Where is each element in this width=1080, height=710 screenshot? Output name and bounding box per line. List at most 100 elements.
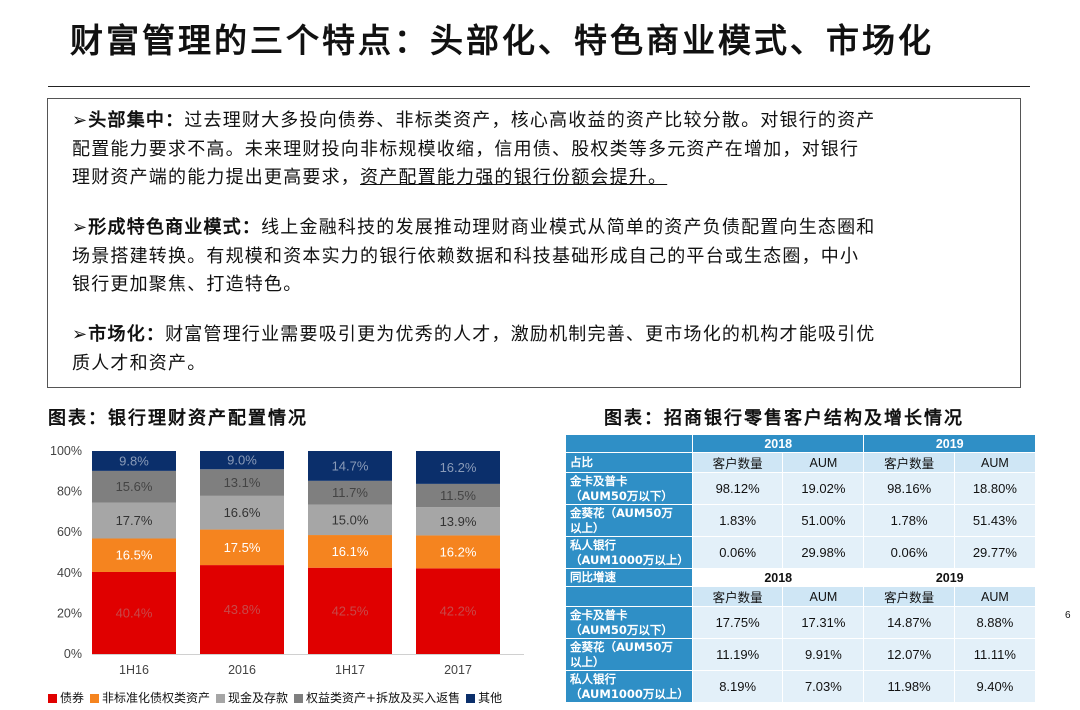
y-tick-label: 60% bbox=[57, 525, 82, 539]
bar-segment bbox=[200, 495, 284, 530]
legend-label: 非标准化债权类资产 bbox=[102, 691, 211, 705]
data-label: 11.7% bbox=[332, 485, 368, 500]
legend-swatch bbox=[48, 694, 57, 703]
data-label: 43.8% bbox=[224, 602, 261, 617]
x-tick-label: 2016 bbox=[228, 663, 256, 677]
point-text: 配置能力要求不高。未来理财投向非标规模收缩，信用债、股权类等多元资产在增加，对银… bbox=[72, 138, 860, 160]
cell: 1.78% bbox=[863, 504, 955, 537]
row-label: 金葵花（AUM50万 以上） bbox=[565, 504, 693, 537]
page-title: 财富管理的三个特点：头部化、特色商业模式、市场化 bbox=[70, 21, 934, 60]
col-header: AUM bbox=[953, 452, 1037, 473]
year-header: 2019 bbox=[863, 568, 1036, 587]
point-text: 银行更加聚焦、打造特色。 bbox=[72, 274, 303, 295]
legend-swatch bbox=[294, 694, 304, 703]
data-label: 13.1% bbox=[224, 475, 261, 490]
summary-box: ➢头部集中：过去理财大多投向债券、非标类资产，核心高收益的资产比较分散。对银行的… bbox=[47, 98, 1021, 388]
bar-segment bbox=[308, 567, 392, 654]
point-marketization: ➢市场化：财富管理行业需要吸引更为优秀的人才，激励机制完善、更市场化的机构才能吸… bbox=[72, 321, 1002, 378]
cell: 7.03% bbox=[782, 670, 865, 703]
col-header: 客户数量 bbox=[691, 452, 784, 473]
cell: 0.06% bbox=[691, 536, 784, 569]
data-label: 42.5% bbox=[332, 603, 369, 618]
cell: 11.19% bbox=[691, 638, 784, 671]
row-label: 私人银行 （AUM1000万以上） bbox=[565, 670, 693, 703]
page-number: 6 bbox=[1065, 610, 1071, 621]
cell: 51.43% bbox=[953, 504, 1037, 537]
col-header: AUM bbox=[782, 452, 865, 473]
arrow-icon: ➢ bbox=[72, 324, 89, 345]
point-heading: 头部集中： bbox=[88, 110, 185, 131]
data-label: 14.7% bbox=[332, 458, 369, 473]
cell: 17.75% bbox=[691, 606, 784, 639]
legend-label: 债券 bbox=[60, 691, 85, 705]
bar-segment bbox=[200, 529, 284, 566]
cell: 98.16% bbox=[863, 472, 955, 505]
cell: 8.19% bbox=[691, 670, 784, 703]
data-label: 17.7% bbox=[116, 513, 153, 528]
legend-swatch bbox=[466, 694, 476, 703]
x-tick-label: 1H16 bbox=[119, 663, 149, 677]
cell: 14.87% bbox=[863, 606, 955, 639]
data-label: 16.2% bbox=[440, 460, 477, 475]
bar-segment bbox=[200, 469, 284, 496]
data-label: 16.5% bbox=[116, 548, 153, 563]
table-row: 私人银行 （AUM1000万以上） 0.06% 29.98% 0.06% 29.7… bbox=[565, 536, 1037, 569]
cell: 8.88% bbox=[953, 606, 1037, 639]
section-label: 同比增速 bbox=[565, 568, 693, 587]
x-tick-label: 2017 bbox=[444, 663, 472, 677]
col-header: 客户数量 bbox=[863, 586, 955, 607]
bar-segment bbox=[416, 507, 500, 536]
legend-swatch bbox=[216, 694, 226, 703]
data-label: 15.6% bbox=[116, 479, 153, 494]
legend-swatch bbox=[90, 694, 100, 703]
table-corner bbox=[565, 586, 693, 607]
arrow-icon: ➢ bbox=[72, 110, 89, 131]
year-header: 2018 bbox=[691, 434, 865, 453]
data-label: 15.0% bbox=[332, 512, 369, 527]
col-header: 客户数量 bbox=[691, 586, 784, 607]
data-label: 40.4% bbox=[116, 605, 153, 620]
bar-segment bbox=[200, 451, 284, 470]
point-heading: 市场化： bbox=[88, 324, 166, 345]
title-divider bbox=[48, 86, 1030, 87]
cell: 29.77% bbox=[953, 536, 1037, 569]
point-head-concentration: ➢头部集中：过去理财大多投向债券、非标类资产，核心高收益的资产比较分散。对银行的… bbox=[72, 107, 1002, 193]
point-text: 线上金融科技的发展推动理财商业模式从简单的资产负债配置向生态圈和 bbox=[261, 217, 876, 238]
cell: 11.98% bbox=[863, 670, 955, 703]
cell: 98.12% bbox=[691, 472, 784, 505]
col-header: 客户数量 bbox=[863, 452, 955, 473]
x-tick-label: 1H17 bbox=[335, 663, 365, 677]
chart-legend: 债券 非标准化债权类资产 现金及存款 权益类资产+拆放及买入返售 其他 bbox=[48, 689, 502, 706]
bar-segment bbox=[92, 502, 176, 539]
cell: 29.98% bbox=[782, 536, 865, 569]
point-business-model: ➢形成特色商业模式：线上金融科技的发展推动理财商业模式从简单的资产负债配置向生态… bbox=[72, 214, 1002, 300]
bar-segment bbox=[92, 451, 176, 471]
cell: 19.02% bbox=[782, 472, 865, 505]
col-header: AUM bbox=[782, 586, 865, 607]
cell: 11.11% bbox=[953, 638, 1037, 671]
point-text-underlined: 资产配置能力强的银行份额会提升。 bbox=[360, 167, 668, 188]
cell: 17.31% bbox=[782, 606, 865, 639]
arrow-icon: ➢ bbox=[72, 217, 89, 238]
row-label: 私人银行 （AUM1000万以上） bbox=[565, 536, 693, 569]
bar-segment bbox=[92, 470, 176, 503]
y-tick-label: 0% bbox=[64, 647, 82, 661]
legend-label: 权益类资产+拆放及买入返售 bbox=[306, 691, 461, 705]
cell: 0.06% bbox=[863, 536, 955, 569]
table-row: 金卡及普卡 （AUM50万以下） 17.75% 17.31% 14.87% 8.8… bbox=[565, 606, 1037, 639]
cell: 1.83% bbox=[691, 504, 784, 537]
cell: 12.07% bbox=[863, 638, 955, 671]
cell: 51.00% bbox=[782, 504, 865, 537]
cell: 9.91% bbox=[782, 638, 865, 671]
table-row: 金卡及普卡 （AUM50万以下） 98.12% 19.02% 98.16% 18.… bbox=[565, 472, 1037, 505]
bar-segment bbox=[308, 535, 392, 568]
table-row: 金葵花（AUM50万 以上） 1.83% 51.00% 1.78% 51.43% bbox=[565, 504, 1037, 537]
data-label: 16.6% bbox=[224, 505, 261, 520]
cell: 9.40% bbox=[953, 670, 1037, 703]
row-label: 金卡及普卡 （AUM50万以下） bbox=[565, 472, 693, 505]
cell: 18.80% bbox=[953, 472, 1037, 505]
point-text: 质人才和资产。 bbox=[72, 352, 207, 374]
bar-segment bbox=[92, 571, 176, 654]
legend-label: 现金及存款 bbox=[228, 691, 289, 705]
data-label: 42.2% bbox=[440, 604, 477, 619]
